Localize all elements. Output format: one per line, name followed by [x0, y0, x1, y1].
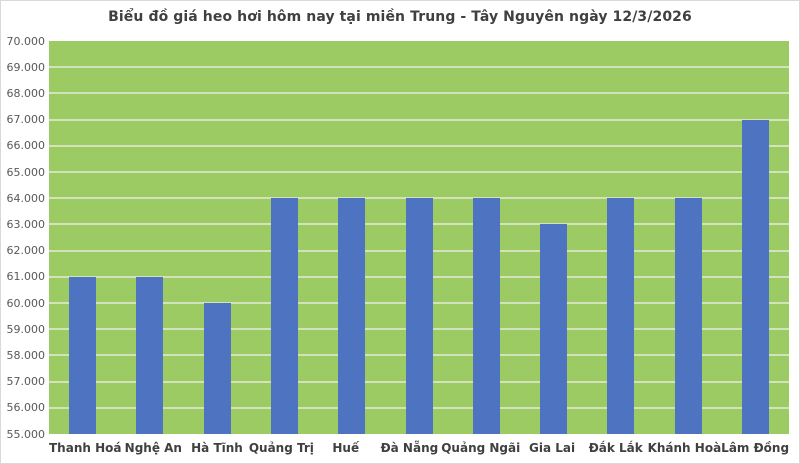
x-axis-label: Đà Nẵng [380, 441, 439, 455]
gridline [49, 92, 789, 95]
x-axis-label: Đắk Lắk [588, 441, 643, 455]
y-axis-label: 62.000 [6, 244, 46, 258]
bar [741, 119, 769, 434]
bar [203, 303, 231, 434]
y-axis-label: 55.000 [6, 427, 46, 441]
y-axis-label: 59.000 [6, 322, 46, 336]
y-axis-label: 60.000 [6, 296, 46, 310]
bar [472, 198, 500, 434]
y-axis-label: 67.000 [6, 113, 46, 127]
y-axis-label: 69.000 [6, 60, 46, 74]
bar [607, 198, 635, 434]
gridline [49, 118, 789, 121]
bar [270, 198, 298, 434]
bar [674, 198, 702, 434]
y-axis-label: 65.000 [6, 165, 46, 179]
x-axis-label: Quảng Trị [248, 441, 314, 455]
y-axis-label: 68.000 [6, 86, 46, 100]
x-axis-label: Lâm Đồng [721, 441, 790, 455]
y-axis-label: 56.000 [6, 401, 46, 415]
x-axis-label: Thanh Hoá [49, 441, 122, 455]
gridline [49, 171, 789, 173]
x-axis-label: Nghệ An [124, 441, 182, 455]
bar [69, 276, 97, 434]
y-axis-label: 57.000 [6, 375, 46, 389]
bar [540, 224, 568, 434]
y-axis-label: 61.000 [6, 270, 46, 284]
bar [338, 198, 366, 434]
y-axis-label: 64.000 [6, 191, 46, 205]
bar [405, 198, 433, 434]
x-axis-label: Huế [332, 441, 360, 455]
gridline [49, 144, 789, 147]
y-axis-label: 66.000 [6, 139, 46, 153]
plot-area [49, 41, 789, 434]
gridline [49, 197, 789, 200]
y-axis-label: 63.000 [6, 217, 46, 231]
x-axis: Thanh Hoá Nghệ An Hà Tĩnh Quảng Trị Huế Đà Nẵ… [49, 439, 789, 459]
y-axis-label: 58.000 [6, 348, 46, 362]
x-axis-label: Khánh Hoà [647, 441, 722, 455]
x-axis-label: Hà Tĩnh [191, 441, 243, 455]
y-axis: 70.000 69.000 68.000 67.000 66.000 65.000 64.0… [1, 35, 46, 441]
x-axis-label: Gia Lai [529, 441, 576, 455]
gridline [49, 66, 789, 69]
x-axis-label: Quảng Ngãi [441, 441, 521, 455]
chart-title: Biểu đồ giá heo hơi hôm nay tại miền Tru… [108, 9, 692, 25]
bar [136, 276, 164, 434]
y-axis-label: 70.000 [6, 34, 46, 48]
